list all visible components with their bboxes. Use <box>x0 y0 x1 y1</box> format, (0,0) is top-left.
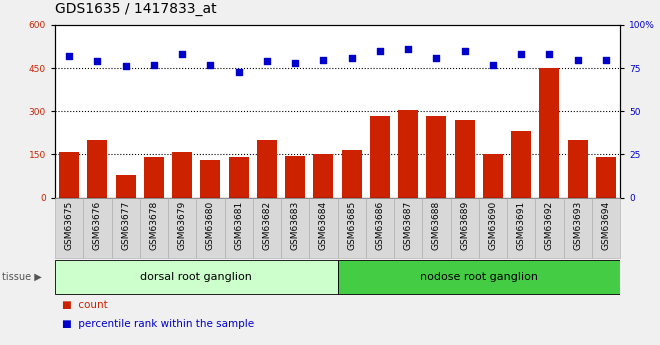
Point <box>64 53 75 59</box>
Point <box>92 58 103 64</box>
Point <box>516 51 527 57</box>
Bar <box>285 156 305 198</box>
Text: GSM63691: GSM63691 <box>517 200 525 250</box>
Bar <box>201 160 220 198</box>
Text: GSM63694: GSM63694 <box>601 200 610 250</box>
Bar <box>144 157 164 198</box>
Bar <box>535 198 564 258</box>
Bar <box>512 131 531 198</box>
Bar <box>224 198 253 258</box>
Bar <box>398 110 418 198</box>
Bar <box>370 116 390 198</box>
Bar <box>478 198 507 258</box>
Bar <box>455 120 475 198</box>
Bar <box>229 157 249 198</box>
Bar <box>253 198 281 258</box>
Text: GSM63685: GSM63685 <box>347 200 356 250</box>
Point <box>346 55 357 60</box>
Text: GSM63692: GSM63692 <box>545 200 554 250</box>
Text: GSM63689: GSM63689 <box>460 200 469 250</box>
Point <box>375 48 385 53</box>
Text: GSM63693: GSM63693 <box>573 200 582 250</box>
Text: GSM63686: GSM63686 <box>376 200 384 250</box>
Point <box>431 55 442 60</box>
Point <box>261 58 272 64</box>
Bar <box>592 198 620 258</box>
Bar <box>55 260 337 294</box>
Bar <box>596 157 616 198</box>
Bar <box>59 151 79 198</box>
Bar <box>310 198 337 258</box>
Bar <box>564 198 592 258</box>
Bar <box>483 155 503 198</box>
Point <box>290 60 300 66</box>
Point <box>601 57 611 62</box>
Bar <box>83 198 112 258</box>
Point <box>148 62 159 67</box>
Bar <box>196 198 224 258</box>
Text: GSM63677: GSM63677 <box>121 200 130 250</box>
Point <box>234 69 244 75</box>
Point <box>318 57 329 62</box>
Point <box>544 51 554 57</box>
Bar <box>140 198 168 258</box>
Bar <box>394 198 422 258</box>
Text: GSM63688: GSM63688 <box>432 200 441 250</box>
Point <box>205 62 216 67</box>
Bar <box>337 260 620 294</box>
Text: GSM63678: GSM63678 <box>149 200 158 250</box>
Point <box>459 48 470 53</box>
Text: GSM63679: GSM63679 <box>178 200 187 250</box>
Bar <box>337 198 366 258</box>
Text: GSM63684: GSM63684 <box>319 200 328 250</box>
Bar <box>507 198 535 258</box>
Text: GDS1635 / 1417833_at: GDS1635 / 1417833_at <box>55 2 216 16</box>
Bar <box>88 140 108 198</box>
Bar <box>568 140 587 198</box>
Text: GSM63682: GSM63682 <box>263 200 271 250</box>
Bar <box>115 175 135 198</box>
Bar <box>257 140 277 198</box>
Text: GSM63680: GSM63680 <box>206 200 215 250</box>
Text: ■  percentile rank within the sample: ■ percentile rank within the sample <box>61 319 253 329</box>
Bar <box>539 68 559 198</box>
Bar <box>366 198 394 258</box>
Bar <box>451 198 478 258</box>
Text: GSM63687: GSM63687 <box>404 200 412 250</box>
Bar <box>342 150 362 198</box>
Text: dorsal root ganglion: dorsal root ganglion <box>141 272 252 282</box>
Point <box>177 51 187 57</box>
Bar <box>426 116 446 198</box>
Text: GSM63675: GSM63675 <box>65 200 74 250</box>
Text: GSM63681: GSM63681 <box>234 200 243 250</box>
Text: GSM63690: GSM63690 <box>488 200 498 250</box>
Bar <box>422 198 451 258</box>
Text: ■  count: ■ count <box>61 300 108 310</box>
Bar <box>172 151 192 198</box>
Text: GSM63683: GSM63683 <box>290 200 300 250</box>
Text: nodose root ganglion: nodose root ganglion <box>420 272 538 282</box>
Bar <box>55 198 83 258</box>
Text: GSM63676: GSM63676 <box>93 200 102 250</box>
Bar <box>168 198 196 258</box>
Bar <box>112 198 140 258</box>
Point <box>120 63 131 69</box>
Point <box>572 57 583 62</box>
Bar <box>314 155 333 198</box>
Text: tissue ▶: tissue ▶ <box>2 272 42 282</box>
Bar <box>281 198 310 258</box>
Point <box>488 62 498 67</box>
Point <box>403 46 413 52</box>
